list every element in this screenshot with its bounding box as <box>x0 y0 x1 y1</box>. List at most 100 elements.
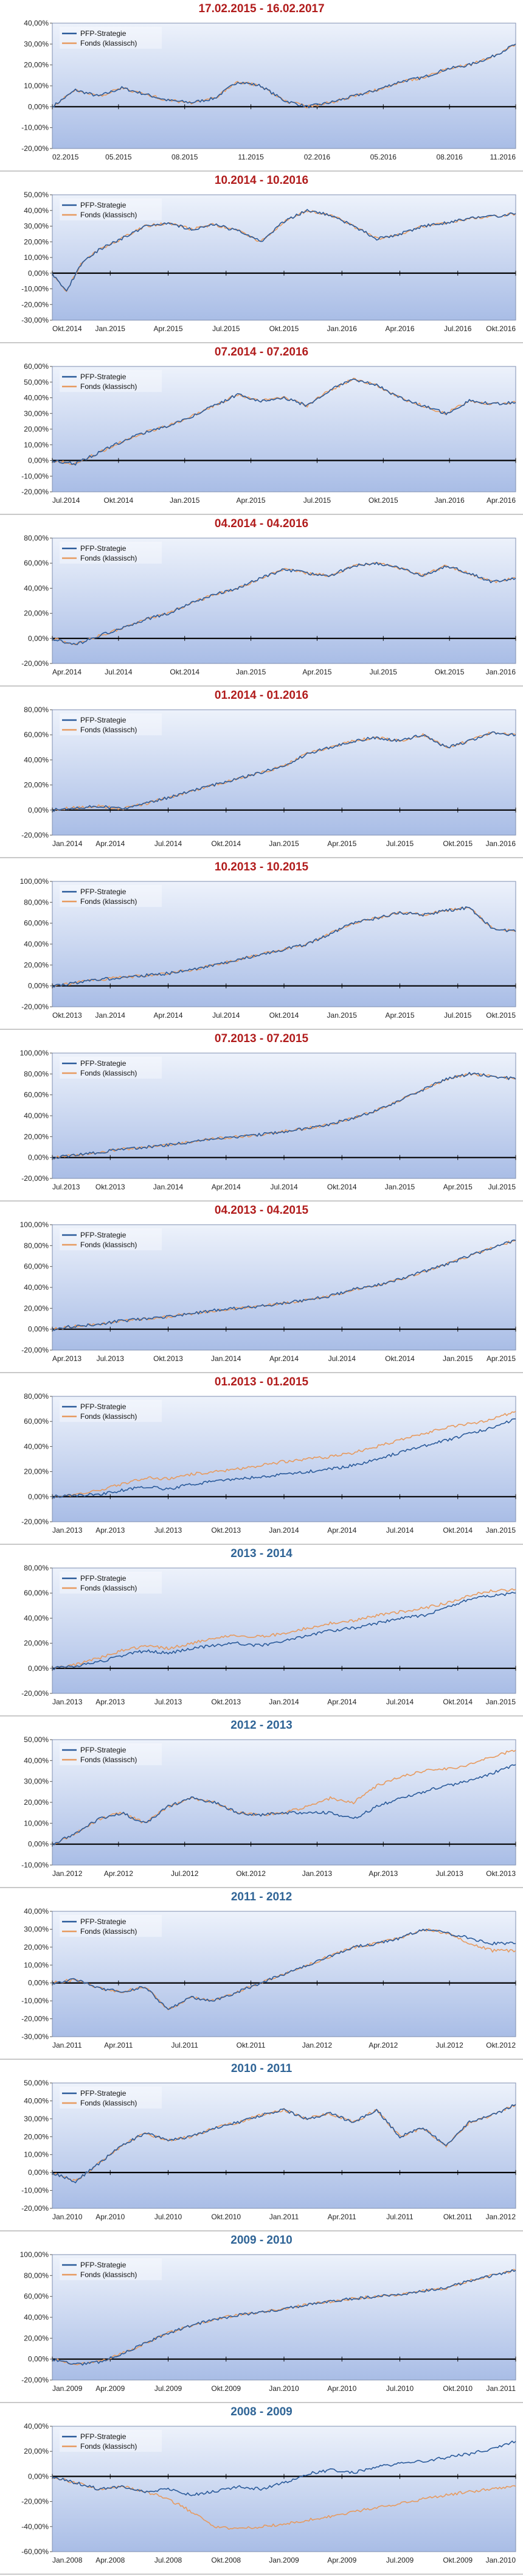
line-chart: -20,00% 0,00% 20,00% 40,00% 60,00% 80,00% Jan.… <box>21 1392 516 1535</box>
y-tick-label: -20,00% <box>21 488 49 496</box>
x-tick-label: Jul.2008 <box>154 2556 182 2564</box>
x-tick-label: Jul.2014 <box>386 1526 414 1535</box>
legend-label-pfp: PFP-Strategie <box>80 2261 126 2269</box>
y-tick-label: -20,00% <box>21 144 49 153</box>
plot-area <box>52 1567 516 1694</box>
x-tick-label: Apr.2015 <box>327 839 356 848</box>
series-line-pfp <box>52 1418 516 1499</box>
chart-panel: 04.2013 - 04.2015 -20,00% 0,00% 20,00% 40,00… <box>0 1202 523 1373</box>
plot-area <box>52 2082 516 2209</box>
plot-area <box>52 1911 516 2037</box>
chart-title: 01.2013 - 01.2015 <box>214 1376 309 1388</box>
x-tick-label: Apr.2008 <box>95 2556 125 2564</box>
series-line-pfp <box>52 731 516 812</box>
y-tick-label: 60,00% <box>24 1091 49 1099</box>
legend-label-fonds: Fonds (klassisch) <box>80 2442 137 2451</box>
x-tick-label: Jan.2010 <box>52 2213 83 2221</box>
line-chart: -20,00% -10,00% 0,00% 10,00% 20,00% 30,00% 40,… <box>21 19 516 161</box>
legend-box <box>60 370 162 392</box>
series-line-pfp <box>52 379 516 466</box>
y-tick-label: 20,00% <box>24 237 49 246</box>
legend-label-pfp: PFP-Strategie <box>80 1059 126 1068</box>
x-tick-label: Jul.2015 <box>303 496 331 505</box>
x-tick-label: Jul.2013 <box>97 1354 125 1363</box>
chart-panel: 2011 - 2012 -30,00% -20,00% -10,00% 0,00% 10,… <box>0 1888 523 2060</box>
y-tick-label: 20,00% <box>24 1943 49 1951</box>
chart-title: 10.2013 - 10.2015 <box>214 861 309 873</box>
y-tick-label: -20,00% <box>21 1346 49 1354</box>
x-tick-label: Jul.2014 <box>154 839 182 848</box>
x-tick-label: Okt.2013 <box>153 1354 183 1363</box>
legend-label-pfp: PFP-Strategie <box>80 887 126 896</box>
legend-label-pfp: PFP-Strategie <box>80 201 126 209</box>
y-tick-label: 40,00% <box>24 2313 49 2322</box>
x-tick-label: Apr.2013 <box>95 1526 125 1535</box>
y-tick-label: 60,00% <box>24 559 49 567</box>
y-tick-label: -20,00% <box>21 2204 49 2213</box>
line-chart: -20,00% 0,00% 20,00% 40,00% 60,00% 80,00% 100,… <box>20 1220 516 1363</box>
x-tick-label: Jul.2013 <box>154 1698 182 1706</box>
legend-label-fonds: Fonds (klassisch) <box>80 2099 137 2107</box>
y-tick-label: 30,00% <box>24 222 49 231</box>
x-tick-label: Okt.2009 <box>443 2556 473 2564</box>
x-tick-label: Okt.2014 <box>170 668 199 676</box>
y-tick-label: 40,00% <box>24 19 49 27</box>
legend-label-fonds: Fonds (klassisch) <box>80 1069 137 1077</box>
chart-panel: 2012 - 2013 -10,00% 0,00% 10,00% 20,00% 30,00… <box>0 1717 523 1888</box>
legend-box <box>60 2258 162 2280</box>
line-chart: -60,00% -40,00% -20,00% 0,00% 20,00% 40,00% Ja… <box>21 2422 516 2564</box>
x-tick-label: Apr.2010 <box>327 2384 356 2393</box>
x-tick-label: Jul.2015 <box>444 1011 472 1020</box>
y-tick-label: 80,00% <box>24 705 49 714</box>
plot-area <box>52 537 516 664</box>
chart-title: 04.2014 - 04.2016 <box>214 517 309 530</box>
x-tick-label: Jan.2015 <box>236 668 266 676</box>
x-tick-label: Jul.2014 <box>386 1698 414 1706</box>
x-tick-label: Apr.2012 <box>369 2041 398 2049</box>
y-tick-label: 40,00% <box>24 394 49 402</box>
x-tick-label: Okt.2015 <box>435 668 465 676</box>
series-line-pfp <box>52 1239 516 1331</box>
x-tick-label: Jul.2009 <box>154 2384 182 2393</box>
legend-box <box>60 1915 162 1937</box>
series-line-fonds <box>52 1410 516 1499</box>
series-line-pfp <box>52 2440 516 2496</box>
y-tick-label: 80,00% <box>24 2271 49 2280</box>
x-tick-label: Apr.2015 <box>487 1354 516 1363</box>
y-tick-label: 30,00% <box>24 40 49 48</box>
x-tick-label: Okt.2013 <box>486 1869 516 1878</box>
series-line-pfp <box>52 1072 516 1160</box>
x-tick-label: Apr.2016 <box>385 324 414 333</box>
legend-box <box>60 1228 162 1250</box>
x-tick-label: Jan.2011 <box>269 2213 299 2221</box>
y-tick-label: 50,00% <box>24 378 49 387</box>
x-tick-label: Jan.2014 <box>269 1698 299 1706</box>
legend-label-fonds: Fonds (klassisch) <box>80 382 137 391</box>
y-tick-label: 0,00% <box>28 457 49 465</box>
y-tick-label: 30,00% <box>24 1925 49 1933</box>
y-tick-label: -10,00% <box>21 1997 49 2005</box>
x-tick-label: Jul.2013 <box>154 1526 182 1535</box>
legend-label-fonds: Fonds (klassisch) <box>80 897 137 906</box>
y-tick-label: 40,00% <box>24 1614 49 1622</box>
legend-box <box>60 1572 162 1594</box>
y-tick-label: -20,00% <box>21 659 49 668</box>
line-chart: -20,00% -10,00% 0,00% 10,00% 20,00% 30,00% 40,… <box>21 2079 516 2221</box>
legend-label-pfp: PFP-Strategie <box>80 1746 126 1754</box>
x-tick-label: Jul.2015 <box>488 1183 516 1191</box>
x-tick-label: Apr.2015 <box>237 496 266 505</box>
y-tick-label: 20,00% <box>24 1304 49 1312</box>
x-tick-label: Jan.2013 <box>52 1526 83 1535</box>
y-tick-label: 60,00% <box>24 2292 49 2301</box>
series-line-pfp <box>52 43 516 108</box>
y-tick-label: 40,00% <box>24 2422 49 2431</box>
x-tick-label: Jul.2014 <box>212 1011 240 1020</box>
y-tick-label: -60,00% <box>21 2547 49 2556</box>
legend-label-fonds: Fonds (klassisch) <box>80 726 137 734</box>
y-tick-label: -10,00% <box>21 285 49 293</box>
y-tick-label: 20,00% <box>24 425 49 433</box>
